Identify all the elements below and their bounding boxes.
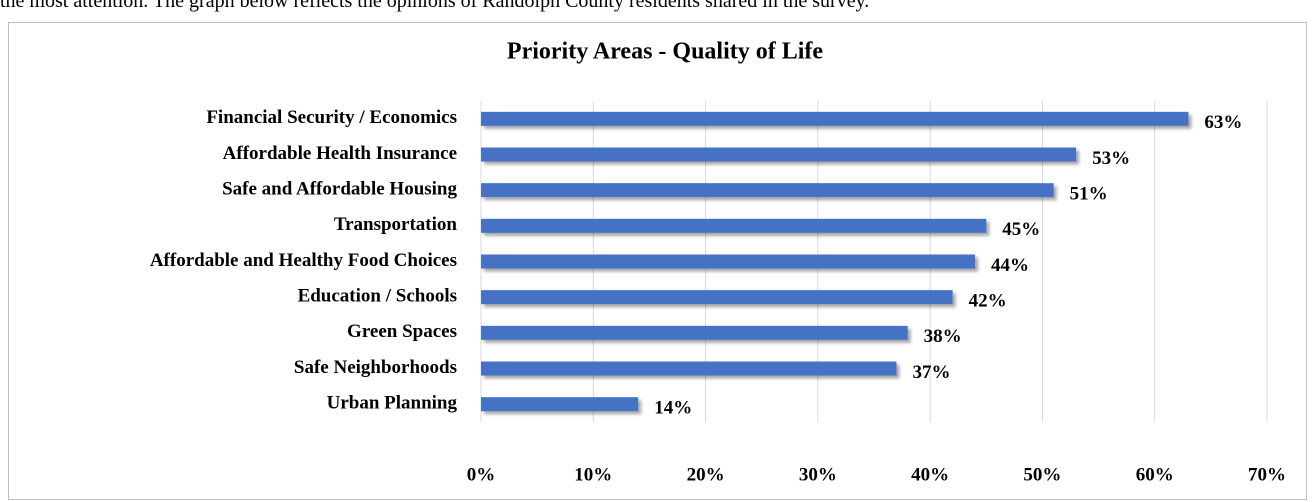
value-label: 42% bbox=[969, 291, 1007, 312]
bar bbox=[481, 111, 1189, 126]
y-tick-label: Financial Security / Economics bbox=[206, 107, 457, 128]
value-label: 14% bbox=[654, 398, 692, 419]
value-label: 38% bbox=[924, 326, 962, 347]
value-label: 37% bbox=[912, 362, 950, 383]
value-label: 44% bbox=[991, 255, 1029, 276]
x-tick-label: 60% bbox=[1136, 464, 1174, 485]
y-tick-label: Affordable Health Insurance bbox=[223, 143, 457, 164]
bar bbox=[481, 254, 976, 269]
value-label: 53% bbox=[1092, 148, 1130, 169]
x-tick-label: 50% bbox=[1023, 464, 1061, 485]
bar bbox=[481, 325, 908, 340]
chart-title: Priority Areas - Quality of Life bbox=[507, 39, 824, 65]
bar bbox=[481, 147, 1077, 162]
y-tick-label: Safe Neighborhoods bbox=[294, 357, 457, 378]
y-tick-label: Transportation bbox=[334, 214, 458, 235]
x-tick-label: 70% bbox=[1248, 464, 1286, 485]
y-tick-label: Urban Planning bbox=[327, 393, 458, 414]
x-tick-label: 0% bbox=[467, 464, 496, 485]
value-label: 45% bbox=[1002, 219, 1040, 240]
y-tick-label: Affordable and Healthy Food Choices bbox=[150, 250, 457, 271]
y-tick-label: Education / Schools bbox=[298, 286, 457, 307]
bar bbox=[481, 361, 897, 376]
y-tick-label: Green Spaces bbox=[347, 321, 457, 342]
bar bbox=[481, 218, 987, 233]
x-tick-label: 20% bbox=[687, 464, 725, 485]
y-tick-label: Safe and Affordable Housing bbox=[222, 179, 457, 200]
x-tick-label: 30% bbox=[799, 464, 837, 485]
bar bbox=[481, 290, 953, 305]
bar bbox=[481, 397, 639, 412]
value-label: 63% bbox=[1204, 112, 1242, 133]
value-label: 51% bbox=[1070, 184, 1108, 205]
x-tick-label: 40% bbox=[911, 464, 949, 485]
bar bbox=[481, 183, 1054, 198]
intro-text: the most attention. The graph below refl… bbox=[0, 0, 869, 12]
x-tick-label: 10% bbox=[574, 464, 612, 485]
